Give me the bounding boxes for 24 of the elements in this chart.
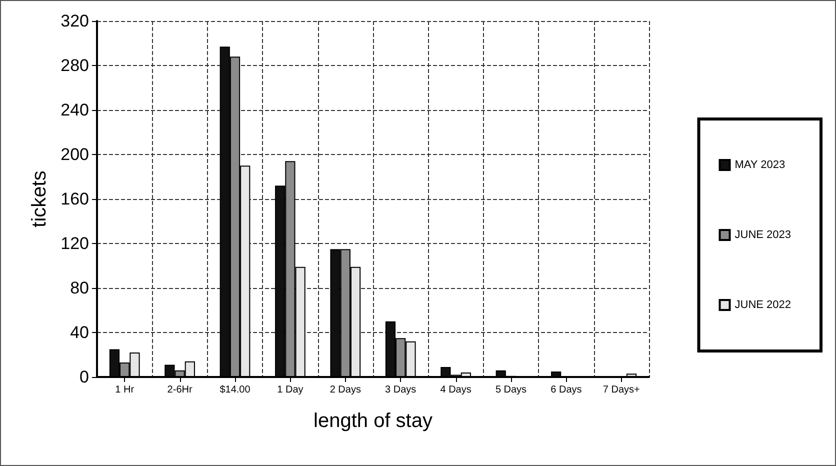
y-tick-label: 40 bbox=[70, 323, 89, 342]
y-tick-label: 120 bbox=[60, 234, 89, 253]
y-tick-label: 0 bbox=[80, 368, 89, 386]
x-tick-label: 5 Days bbox=[495, 384, 527, 396]
x-tick-label: 4 Days bbox=[440, 384, 472, 396]
y-tick-label: 280 bbox=[60, 56, 89, 75]
x-tick-label: 1 Hr bbox=[115, 384, 135, 396]
legend-label: JUNE 2022 bbox=[734, 299, 792, 311]
x-tick-label: 2-6Hr bbox=[167, 384, 193, 396]
legend-label: MAY 2023 bbox=[734, 159, 786, 171]
y-tick-label: 200 bbox=[60, 145, 89, 164]
x-tick-label: 6 Days bbox=[550, 384, 582, 396]
x-tick-label: 1 Day bbox=[277, 384, 304, 396]
x-axis-title: length of stay bbox=[314, 410, 432, 432]
x-tick-label: 3 Days bbox=[385, 384, 416, 396]
x-tick-label: 7 Days+ bbox=[602, 384, 640, 396]
y-tick-label: 240 bbox=[60, 100, 89, 120]
x-tick-label: $14.00 bbox=[220, 384, 251, 396]
y-tick-label: 160 bbox=[60, 190, 89, 208]
x-tick-label: 2 Days bbox=[330, 384, 361, 396]
y-axis-title: tickets bbox=[28, 170, 51, 228]
y-tick-label: 320 bbox=[60, 12, 89, 30]
legend-label: JUNE 2023 bbox=[734, 229, 792, 241]
y-tick-label: 80 bbox=[70, 278, 89, 298]
